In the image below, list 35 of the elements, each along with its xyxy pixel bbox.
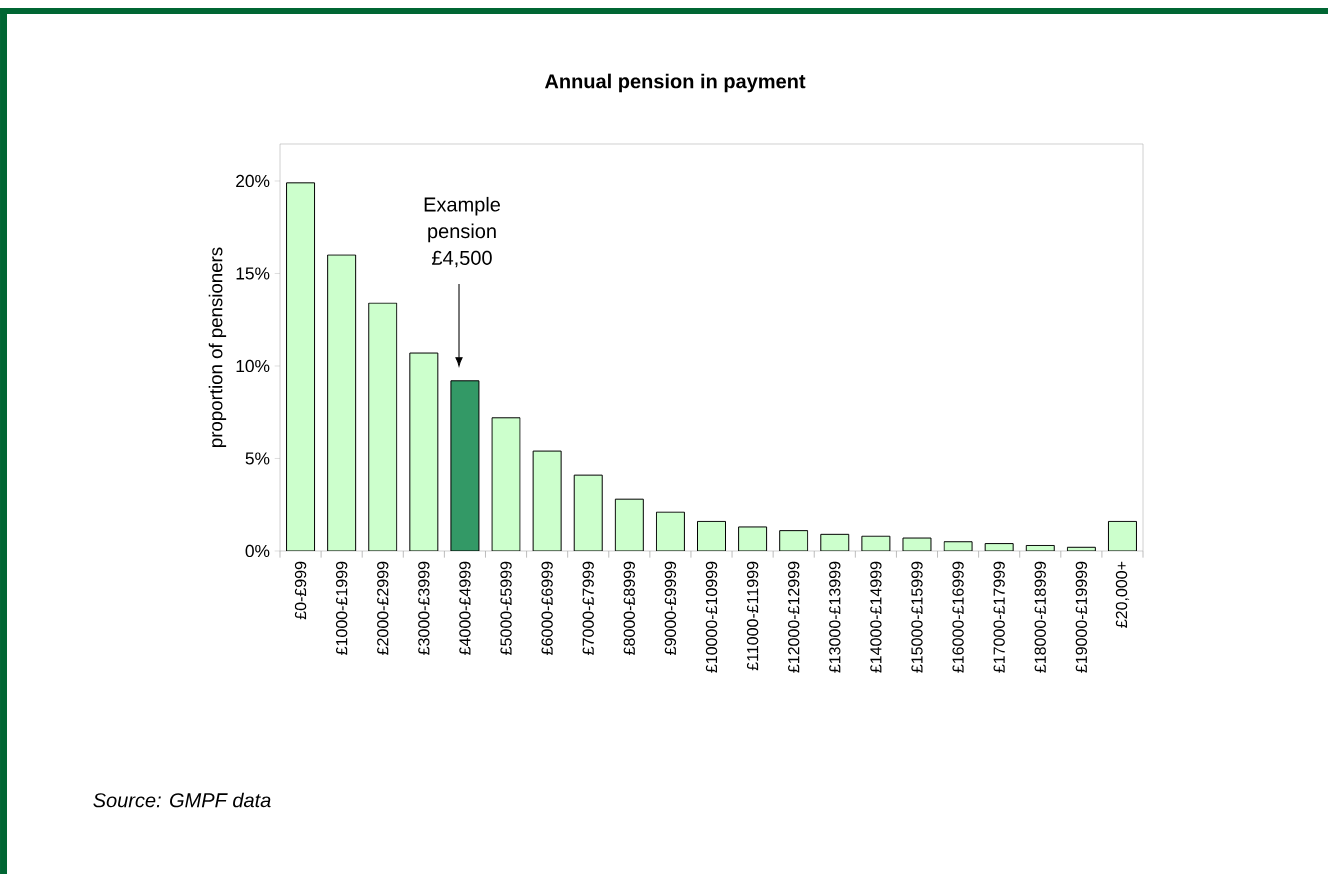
chart-title: Annual pension in payment [544, 73, 806, 93]
x-tick-label: £9000-£9999 [664, 561, 677, 655]
x-tick-label: £8000-£8999 [623, 561, 635, 655]
x-tick-label: £3000-£3999 [418, 561, 430, 655]
x-tick-label: £10000-£10999 [705, 561, 718, 673]
y-tick-label: 15% [236, 267, 270, 280]
y-tick-label: 0% [245, 544, 270, 558]
y-tick-label: 20% [236, 174, 270, 188]
bar [368, 302, 398, 551]
x-tick-label: £12000-£12999 [788, 561, 800, 673]
x-tick-label: £17000-£17999 [993, 561, 1005, 673]
bar [779, 530, 809, 551]
y-tick-label: 5% [245, 452, 270, 465]
x-tick-label: £5000-£5999 [500, 561, 512, 655]
x-tick-label: £20,000+ [1115, 561, 1130, 628]
x-tick-label: £14000-£14999 [870, 561, 882, 673]
x-tick-label: £1000-£1999 [335, 561, 348, 655]
x-tick-label: £13000-£13999 [829, 561, 841, 673]
x-tick-label: £4000-£4999 [459, 561, 471, 655]
y-axis-title: proportion of pensioners [208, 247, 227, 447]
x-tick-label: £16000-£16999 [952, 561, 964, 673]
annotation: Example pension £4,500 [424, 196, 501, 268]
source-note: Source: GMPF data [93, 792, 271, 808]
x-tick-label: £11000-£11999 [746, 561, 759, 671]
y-tick-label: 10% [236, 359, 270, 373]
x-tick-label: £18000-£18999 [1034, 561, 1046, 673]
bar [655, 511, 685, 551]
x-tick-label: £7000-£7999 [582, 561, 594, 655]
x-tick-label: £19000-£19999 [1075, 561, 1088, 673]
bar [1066, 546, 1096, 551]
bar [943, 541, 973, 551]
x-tick-label: £2000-£2999 [377, 561, 389, 655]
x-tick-label: £15000-£15999 [911, 561, 923, 673]
x-tick-label: £6000-£6999 [541, 561, 553, 655]
x-tick-label: £0-£999 [294, 561, 307, 620]
